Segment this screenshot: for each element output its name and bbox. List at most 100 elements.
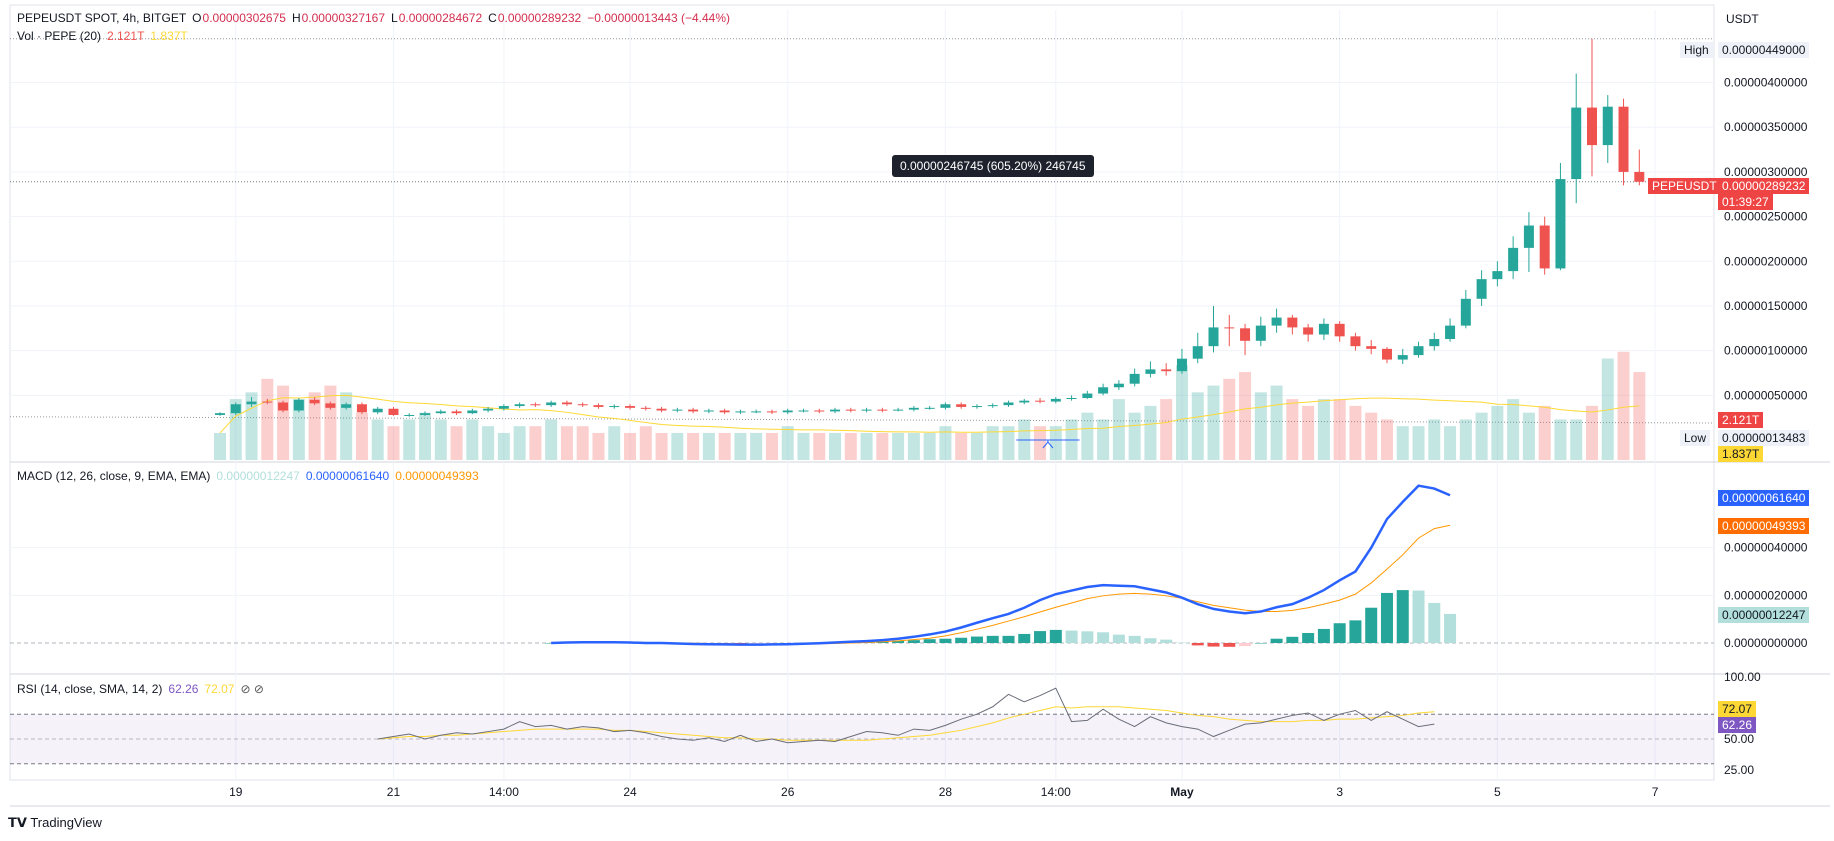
candle-body — [451, 411, 462, 414]
volume-bar — [308, 392, 321, 460]
volume-bar — [750, 432, 763, 460]
candle-body — [356, 404, 367, 413]
macd-label: MACD (12, 26, close, 9, EMA, EMA) — [17, 469, 211, 483]
candle-body — [893, 409, 904, 411]
volume-bar — [1459, 419, 1472, 460]
candle-body — [1019, 400, 1030, 403]
macd-histogram-bar — [1002, 635, 1015, 643]
candle-body — [940, 404, 951, 408]
candle-body — [309, 399, 320, 404]
candle-body — [262, 401, 273, 403]
candle-body — [766, 411, 777, 413]
price-tick-label: 0.00000200000 — [1724, 254, 1808, 268]
volume-bar — [970, 432, 983, 460]
rsi-line — [377, 687, 1435, 744]
candle-body — [719, 410, 730, 413]
candle-body — [1318, 323, 1329, 335]
volume-bar — [624, 432, 637, 460]
candle-body — [1366, 346, 1377, 349]
volume-bar — [1633, 372, 1646, 460]
volume-tag: 2.121T — [1718, 412, 1764, 428]
volume-bar — [292, 399, 305, 460]
volume-bar — [813, 432, 826, 460]
candle-body — [987, 405, 998, 407]
tradingview-logo[interactable]: 𝗧𝗩 TradingView — [8, 815, 102, 831]
volume-bar — [718, 432, 731, 460]
volume-bar — [687, 432, 700, 460]
volume-bar — [1175, 365, 1188, 460]
volume-bar — [466, 419, 479, 460]
macd-histogram-bar — [1144, 638, 1157, 643]
macd-histogram-bar — [1097, 632, 1110, 643]
volume-bar — [277, 385, 290, 460]
change-value: −0.00000013443 (−4.44%) — [587, 11, 731, 25]
candle-body — [1129, 373, 1140, 384]
rsi-legend: RSI (14, close, SMA, 14, 2) 62.26 72.07 ⊘ ⊘ — [17, 682, 270, 696]
candle-body — [1271, 317, 1282, 326]
rsi-ma-value: 72.07 — [204, 682, 235, 696]
rsi-visibility-icons[interactable]: ⊘ ⊘ — [240, 682, 264, 696]
plot-frame — [9, 4, 1715, 781]
volume-bar — [513, 426, 526, 460]
volume-bar — [497, 432, 510, 460]
high-tag-label: High — [1680, 42, 1713, 58]
volume-bar — [1223, 378, 1236, 460]
candle-body — [1445, 325, 1456, 340]
candle-body — [1192, 346, 1203, 359]
volume-bar — [860, 432, 873, 460]
macd-histogram-bar — [1412, 590, 1425, 643]
candle-body — [656, 408, 667, 411]
volume-bar — [545, 419, 558, 460]
macd-histogram-bar — [1239, 643, 1252, 647]
rsi-ma-line — [377, 706, 1435, 741]
volume-bar — [1617, 351, 1630, 460]
macd-tick-label: 0.00000000000 — [1724, 636, 1808, 650]
volume-bar — [1002, 426, 1015, 460]
candle-body — [1350, 336, 1361, 347]
candle-body — [1145, 369, 1156, 374]
volume-bar — [387, 426, 400, 460]
volume-bar — [1538, 405, 1551, 460]
volume-bar — [1570, 419, 1583, 460]
volume-bar — [1601, 358, 1614, 460]
candle-body — [1208, 327, 1219, 347]
measure-arrowhead — [1042, 441, 1054, 449]
candle-body — [1586, 107, 1597, 146]
macd-histogram-bar — [986, 635, 999, 643]
candle-body — [609, 406, 620, 408]
volume-bar — [214, 432, 226, 460]
volume-bar — [655, 432, 668, 460]
candle-body — [1634, 171, 1645, 182]
candle-body — [325, 403, 336, 408]
volume-bar — [1286, 399, 1299, 460]
candle-body — [830, 409, 841, 412]
volume-bar — [1160, 399, 1173, 460]
candle-body — [404, 414, 415, 416]
macd-histogram-bar — [1270, 638, 1283, 643]
macd-histogram-bar — [1223, 643, 1236, 647]
volume-bar — [245, 392, 258, 460]
time-tick-label: 19 — [229, 785, 243, 799]
countdown-tag: 01:39:27 — [1718, 194, 1773, 210]
volume-bar — [1444, 426, 1457, 460]
measure-tooltip: 0.00000246745 (605.20%) 246745 — [892, 155, 1094, 177]
candle-body — [1460, 298, 1471, 326]
candle-body — [908, 407, 919, 410]
candle-body — [1240, 328, 1251, 341]
volume-bar — [955, 432, 968, 460]
close-label: C — [488, 11, 497, 25]
volume-bar — [844, 432, 857, 460]
volume-bar — [1396, 426, 1409, 460]
macd-histogram-bar — [1128, 635, 1141, 643]
volume-bar — [702, 432, 715, 460]
candle-body — [956, 404, 967, 407]
volume-bar — [261, 378, 274, 460]
candle-body — [971, 406, 982, 408]
volume-bar — [529, 426, 542, 460]
volume-bar — [1349, 405, 1362, 460]
candle-body — [1571, 107, 1582, 180]
high-value: 0.00000327167 — [301, 11, 386, 25]
volume-bar — [355, 412, 368, 460]
last-price-tag: 0.00000289232 — [1718, 178, 1810, 194]
macd-line — [551, 484, 1451, 646]
